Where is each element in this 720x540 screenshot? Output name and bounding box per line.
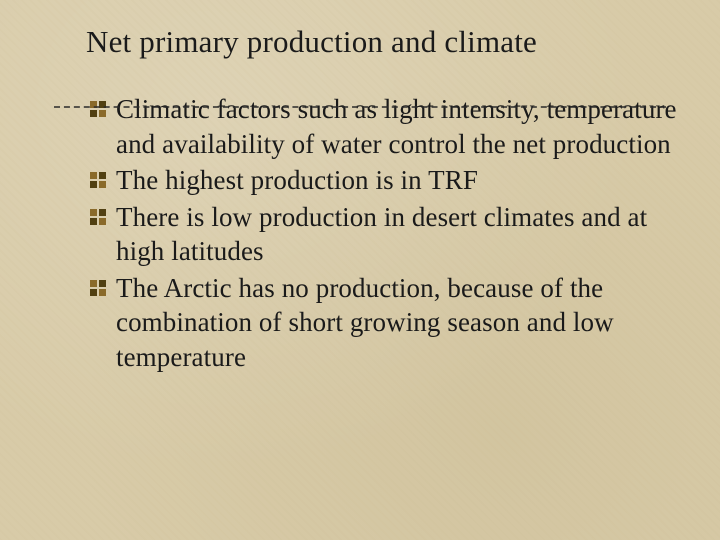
divider-line [54,106,666,108]
hatch-bullet-icon [90,172,106,188]
list-item: Climatic factors such as light intensity… [90,92,680,161]
bullet-text: There is low production in desert climat… [116,200,680,269]
content-area: Climatic factors such as light intensity… [90,92,680,374]
hatch-bullet-icon [90,209,106,225]
list-item: The Arctic has no production, because of… [90,271,680,375]
hatch-bullet-icon [90,101,106,117]
bullet-text: The highest production is in TRF [116,163,478,198]
bullet-text: Climatic factors such as light intensity… [116,92,680,161]
slide-container: Net primary production and climate Clima… [0,0,720,540]
list-item: There is low production in desert climat… [90,200,680,269]
list-item: The highest production is in TRF [90,163,680,198]
bullet-text: The Arctic has no production, because of… [116,271,680,375]
hatch-bullet-icon [90,280,106,296]
slide-title: Net primary production and climate [86,24,680,60]
